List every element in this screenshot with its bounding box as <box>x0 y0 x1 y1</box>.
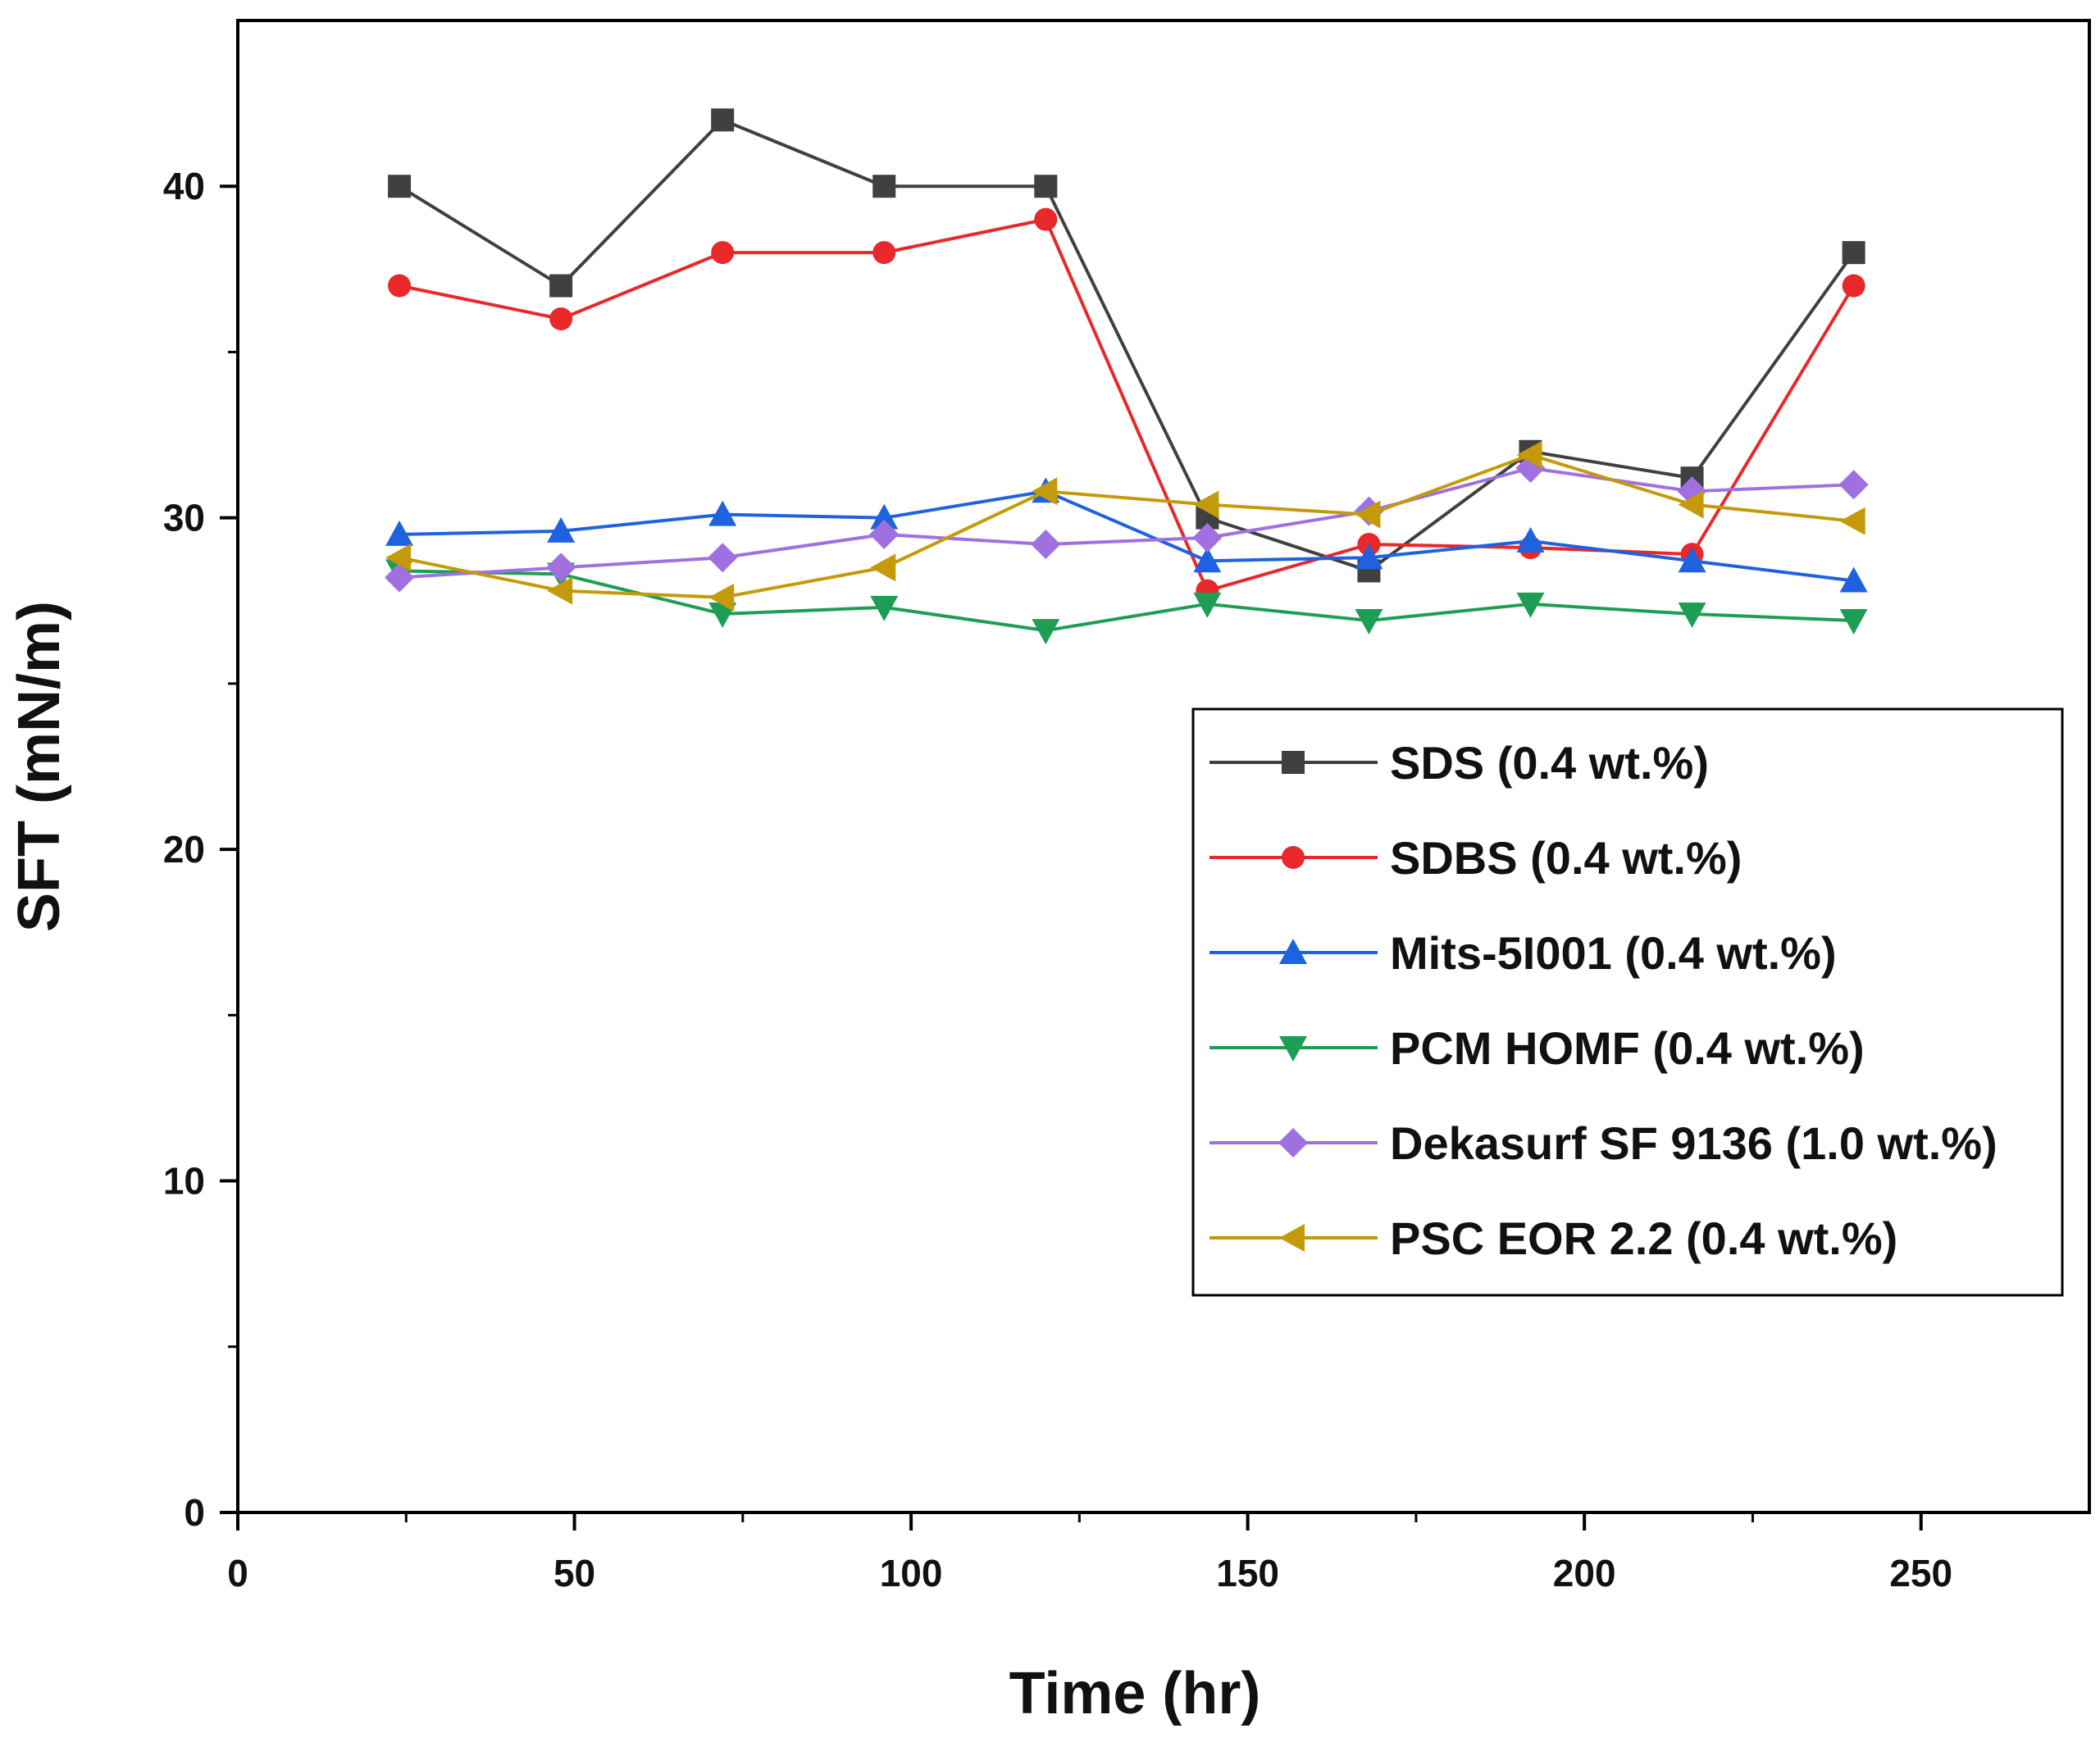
series-5 <box>385 453 1869 593</box>
series-line <box>399 466 1854 580</box>
legend-label: Mits-5I001 (0.4 wt.%) <box>1390 927 1837 979</box>
data-point <box>388 175 412 198</box>
series-line <box>399 489 1854 583</box>
x-axis-title: Time (hr) <box>1009 1661 1261 1726</box>
data-point <box>1842 241 1865 265</box>
legend-marker <box>1279 1036 1307 1062</box>
data-point <box>872 175 896 198</box>
x-tick-label: 100 <box>880 1552 943 1594</box>
data-point <box>708 583 735 612</box>
data-point <box>1355 544 1383 570</box>
series-6 <box>385 440 1865 612</box>
legend-marker <box>1279 1224 1305 1252</box>
data-point <box>1355 609 1383 635</box>
data-point <box>869 519 900 549</box>
data-point <box>1678 602 1706 628</box>
series-layer <box>385 108 1869 645</box>
legend-marker <box>1282 846 1305 869</box>
x-tick-label: 150 <box>1216 1552 1279 1594</box>
data-point <box>711 241 735 265</box>
data-point <box>1193 490 1219 519</box>
data-point <box>870 503 899 530</box>
legend: SDS (0.4 wt.%) SDBS (0.4 wt.%) Mits-5I001 … <box>1191 707 2064 1297</box>
legend-entry: SDBS (0.4 wt.%) <box>1209 832 1742 884</box>
data-point <box>1838 470 1869 500</box>
data-point <box>388 274 412 298</box>
legend-marker <box>1278 1128 1308 1158</box>
axes: 0 50 100 150 200 250 0 10 20 30 40 <box>163 165 1952 1594</box>
data-point <box>547 576 573 605</box>
data-point <box>1516 440 1542 469</box>
data-point <box>1839 507 1865 535</box>
data-point <box>1032 477 1058 506</box>
y-axis-title: SFT (mN/m) <box>7 601 72 932</box>
data-point <box>872 241 896 265</box>
data-point <box>1678 490 1704 519</box>
y-tick-label: 30 <box>163 497 205 539</box>
y-tick-label: 0 <box>184 1491 205 1534</box>
x-tick-label: 0 <box>227 1552 248 1594</box>
data-point <box>1193 547 1222 573</box>
data-point <box>711 108 735 132</box>
x-tick-label: 50 <box>553 1552 595 1594</box>
data-point <box>385 544 412 572</box>
series-1 <box>388 108 1865 583</box>
data-point <box>1034 207 1058 231</box>
legend-entry: PCM HOMF (0.4 wt.%) <box>1209 1022 1865 1074</box>
legend-marker <box>1279 939 1307 964</box>
series-4 <box>385 559 1868 645</box>
data-point <box>708 500 737 526</box>
data-point <box>547 516 576 543</box>
data-point <box>1032 619 1060 645</box>
data-point <box>1516 526 1545 553</box>
plot-area <box>236 19 2091 1514</box>
series-line <box>399 569 1854 633</box>
legend-marker <box>1282 751 1305 774</box>
data-point <box>1193 592 1222 618</box>
legend-entry: SDS (0.4 wt.%) <box>1209 737 1709 789</box>
data-point <box>1839 609 1868 635</box>
data-point <box>1516 592 1545 618</box>
series-2 <box>388 207 1865 603</box>
legend-label: SDS (0.4 wt.%) <box>1390 737 1709 789</box>
legend-label: PCM HOMF (0.4 wt.%) <box>1390 1022 1865 1074</box>
series-line <box>399 217 1856 593</box>
data-point <box>1034 175 1058 198</box>
data-point <box>546 553 576 583</box>
x-tick-label: 250 <box>1889 1552 1952 1594</box>
series-line <box>399 453 1854 599</box>
data-point <box>708 543 738 573</box>
legend-frame <box>1191 707 2064 1297</box>
x-tick-label: 200 <box>1553 1552 1616 1594</box>
legend-entry: Mits-5I001 (0.4 wt.%) <box>1209 927 1837 979</box>
series-3 <box>385 477 1868 593</box>
legend-label: Dekasurf SF 9136 (1.0 wt.%) <box>1390 1117 1998 1169</box>
legend-label: SDBS (0.4 wt.%) <box>1390 832 1742 884</box>
data-point <box>870 553 896 582</box>
data-point <box>549 307 573 330</box>
data-point <box>1355 500 1381 529</box>
data-point <box>1192 522 1223 553</box>
series-line <box>399 118 1856 573</box>
data-point <box>870 595 899 621</box>
plot-frame <box>236 19 2091 1514</box>
y-tick-label: 40 <box>163 165 205 207</box>
data-point <box>1678 547 1706 573</box>
data-point <box>1842 274 1865 298</box>
legend-entry: Dekasurf SF 9136 (1.0 wt.%) <box>1209 1117 1998 1169</box>
data-point <box>385 562 415 593</box>
data-point <box>549 274 573 298</box>
legend-entry: PSC EOR 2.2 (0.4 wt.%) <box>1209 1212 1897 1264</box>
legend-label: PSC EOR 2.2 (0.4 wt.%) <box>1390 1212 1897 1264</box>
data-point <box>1031 530 1061 560</box>
data-point <box>1839 566 1868 593</box>
data-point <box>385 520 414 546</box>
y-tick-label: 20 <box>163 828 205 871</box>
y-tick-label: 10 <box>163 1160 205 1203</box>
